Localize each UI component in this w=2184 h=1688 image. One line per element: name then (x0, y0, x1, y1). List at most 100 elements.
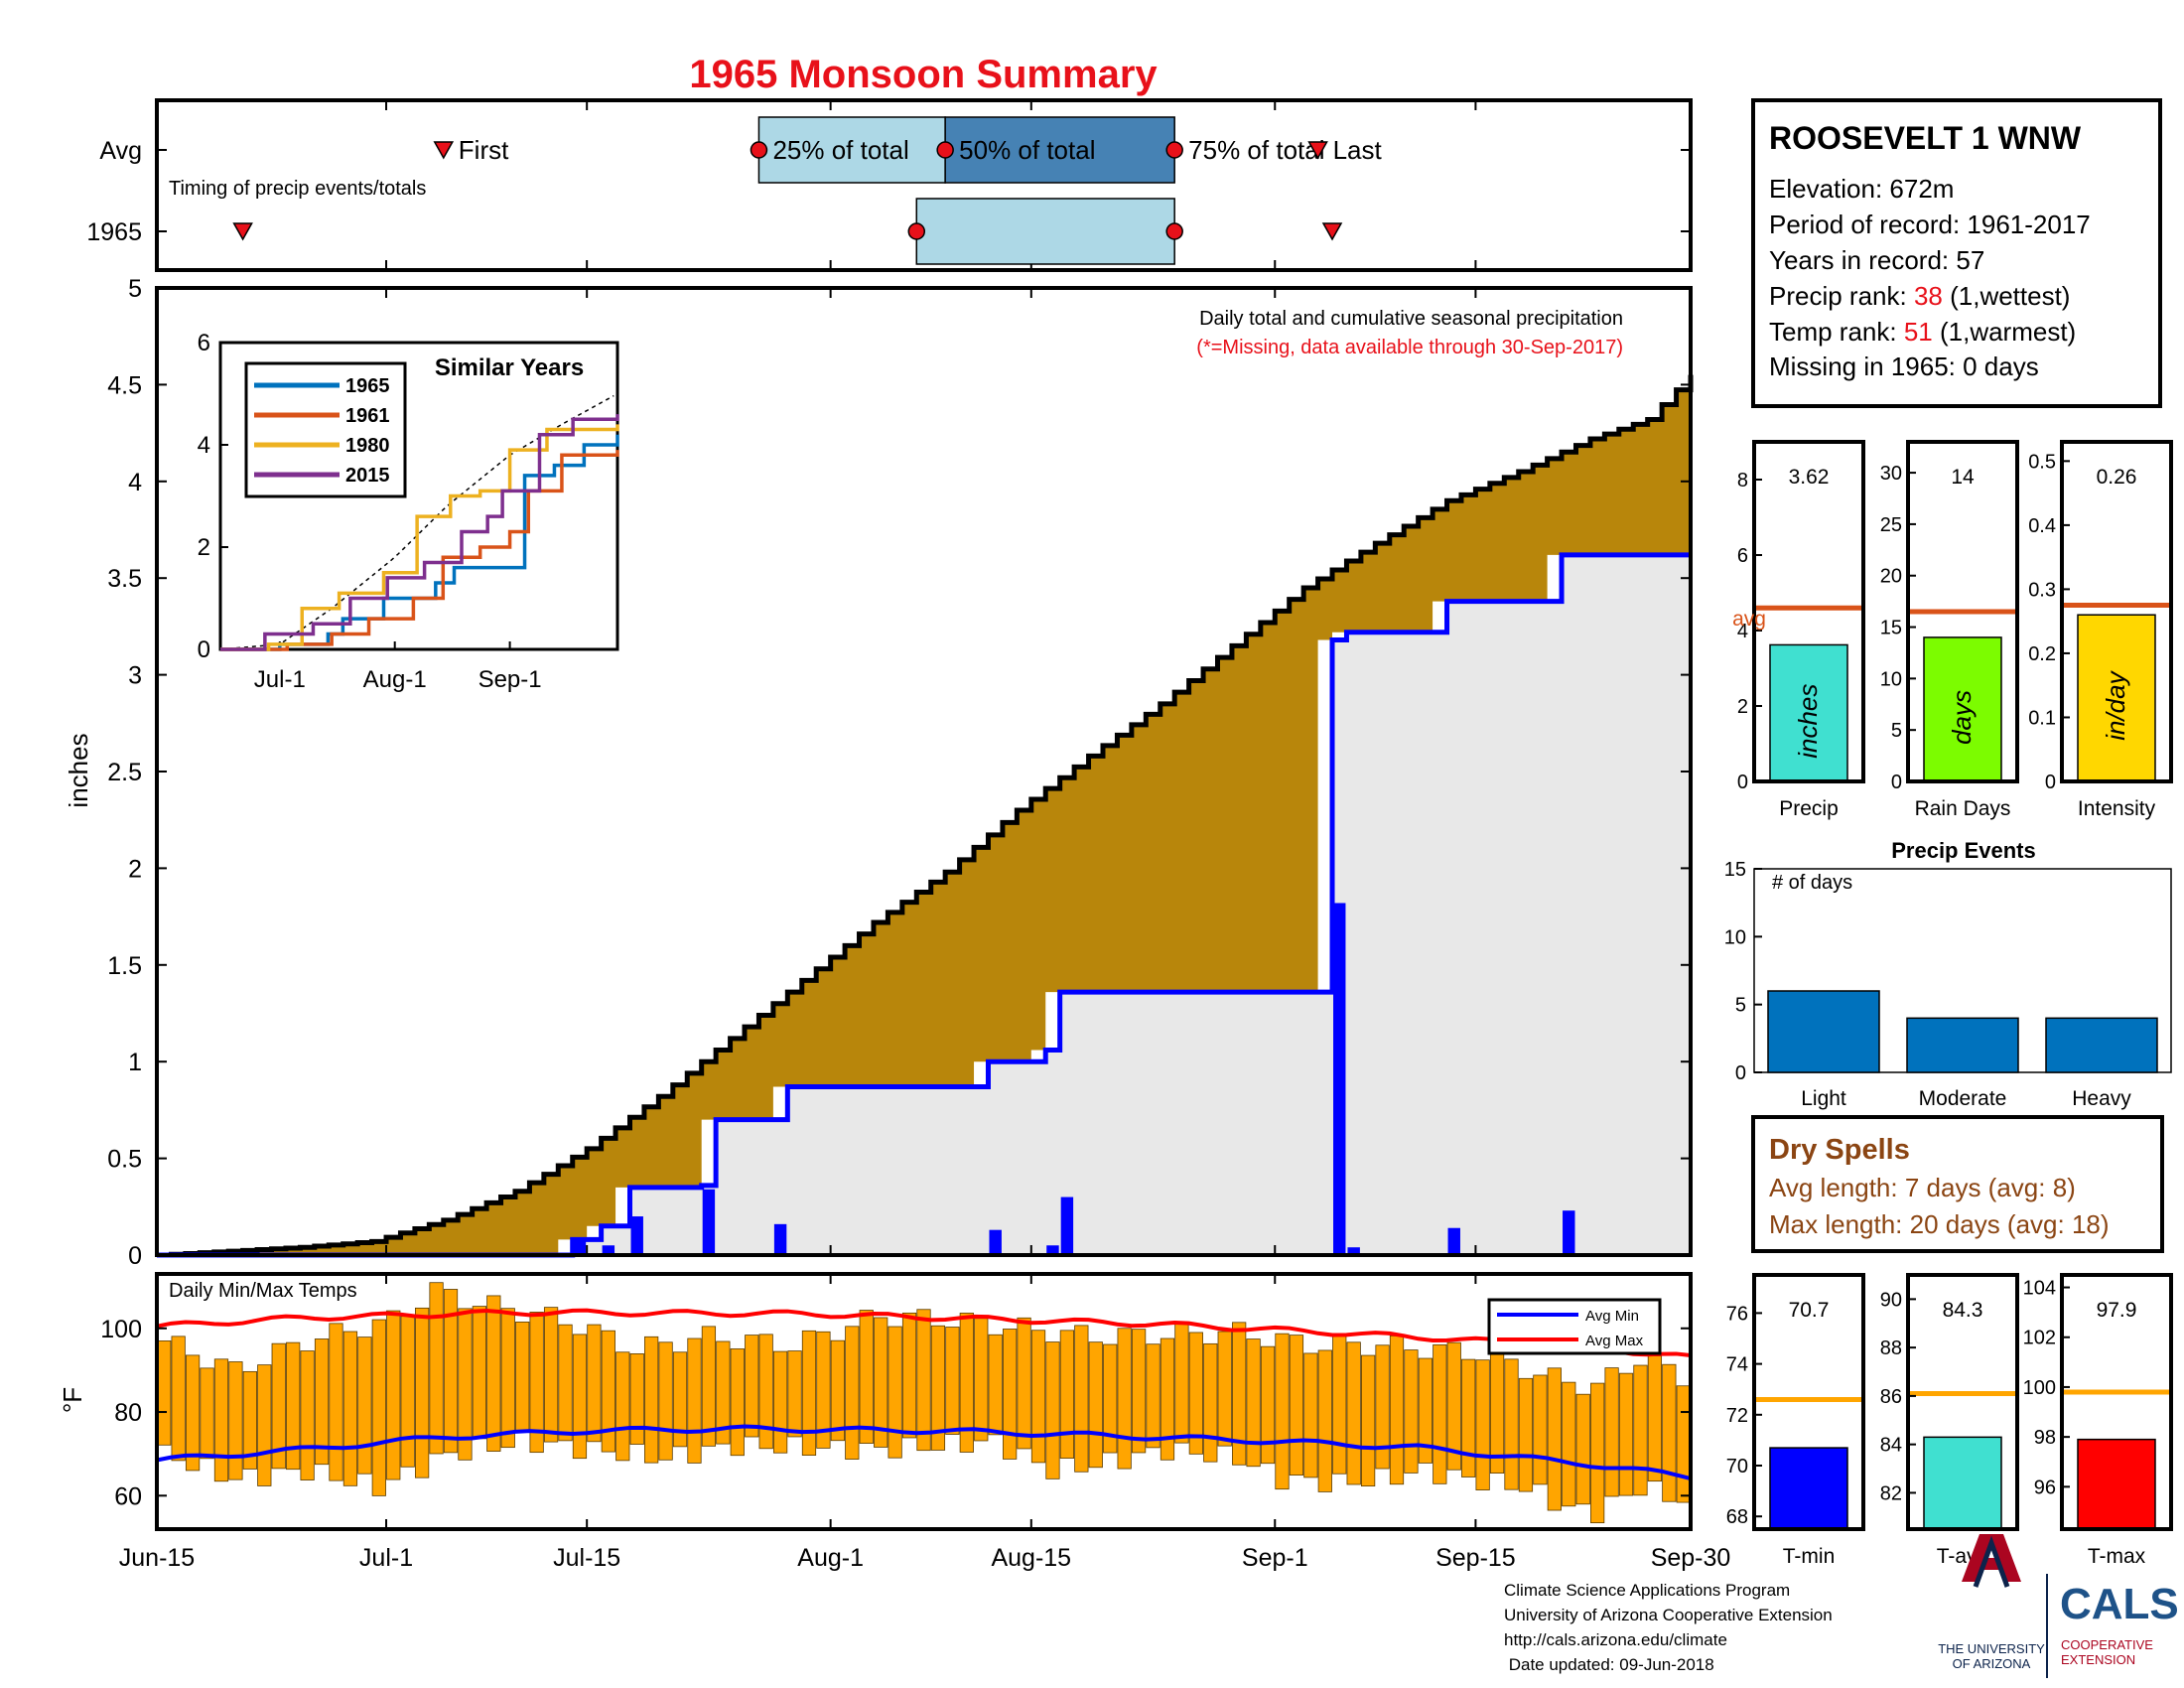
temp-range-bar (629, 1353, 644, 1445)
temp-range-bar (286, 1341, 301, 1471)
temp-range-bar (1289, 1335, 1304, 1476)
temp-range-bar (171, 1336, 186, 1462)
precip-stat-avg-label: avg (1732, 608, 1766, 631)
precip-ytick-label: 3 (128, 662, 142, 690)
avg-last-label: Last (1333, 135, 1383, 165)
raindays-stat-ytick-label: 30 (1880, 463, 1902, 485)
tmax-stat-bar (2077, 1438, 2156, 1530)
dry-spells-title: Dry Spells (1769, 1134, 1910, 1166)
temp-range-bar (801, 1330, 817, 1456)
legend-avg-max-label: Avg Max (1585, 1333, 1644, 1349)
footer-line3: http://cals.arizona.edu/climate (1504, 1630, 1727, 1649)
daily-precip-bar (1046, 1245, 1059, 1255)
raindays-stat-label: Rain Days (1915, 797, 2011, 820)
date-tick-label: Sep-15 (1435, 1544, 1516, 1572)
temp-range-bar (687, 1337, 702, 1464)
temp-range-bar (429, 1282, 444, 1455)
temp-range-bar (859, 1310, 874, 1444)
temp-range-bar (1433, 1343, 1447, 1484)
temp-range-bar (1317, 1349, 1332, 1492)
temp-range-bar (400, 1316, 415, 1468)
raindays-stat-ytick-label: 5 (1891, 720, 1902, 742)
inset-series-line (220, 450, 619, 651)
temp-range-bar (830, 1339, 845, 1442)
raindays-stat-ytick-label: 15 (1880, 618, 1902, 639)
avg-q25-marker (750, 141, 768, 159)
avg-q75-marker (1165, 141, 1183, 159)
inset-ytick-label: 0 (198, 636, 210, 663)
station-temp-rank: Temp rank: 51 (1,warmest) (1769, 317, 2076, 347)
temp-range-bar (314, 1338, 330, 1466)
intensity-stat-ytick-label: 0 (2045, 772, 2056, 793)
temp-range-bar (1360, 1354, 1376, 1487)
station-missing: Missing in 1965: 0 days (1769, 352, 2039, 381)
precip-missing-note: (*=Missing, data available through 30-Se… (1196, 337, 1623, 358)
temp-range-bar (257, 1364, 272, 1486)
temp-range-bar (1232, 1322, 1247, 1466)
temp-range-bar (1346, 1341, 1361, 1485)
tmin-stat-ytick-label: 70 (1726, 1456, 1748, 1477)
temp-range-bar (529, 1312, 544, 1454)
avg-q25-label: 25% of total (772, 135, 908, 165)
temp-range-bar (1260, 1345, 1276, 1465)
intensity-stat-value: 0.26 (2097, 466, 2137, 489)
events-sublabel: # of days (1772, 872, 1852, 894)
temp-range-bar (1475, 1359, 1490, 1490)
tmin-stat-label: T-min (1783, 1545, 1836, 1568)
temp-range-bar (1662, 1363, 1677, 1502)
cumulative-1965-line (157, 552, 1691, 1258)
temp-range-bar (988, 1334, 1003, 1436)
station-period: Period of record: 1961-2017 (1769, 210, 2091, 239)
raindays-stat-value: 14 (1951, 466, 1975, 489)
daily-precip-bar (1347, 1247, 1360, 1255)
avg-min-temp-line (156, 1424, 1692, 1481)
precip-stat-label: Precip (1779, 797, 1839, 820)
daily-precip-bar (573, 1241, 587, 1255)
inset-legend-label: 1980 (345, 435, 390, 457)
event-bar (1767, 990, 1880, 1073)
temp-range-bar (558, 1324, 573, 1442)
temp-range-bar (1461, 1358, 1476, 1477)
tavg-stat-ytick-label: 90 (1880, 1289, 1902, 1311)
events-ytick-label: 10 (1724, 926, 1746, 948)
temp-range-bar (716, 1340, 731, 1445)
raindays-stat-ytick-label: 25 (1880, 514, 1902, 536)
precip-surplus-area (157, 374, 1691, 1255)
temps-caption: Daily Min/Max Temps (169, 1280, 357, 1302)
daily-precip-bar (1060, 1196, 1074, 1255)
inset-legend-label: 1965 (345, 375, 390, 397)
temp-range-bar (959, 1313, 974, 1453)
daily-precip-bar (702, 1189, 716, 1255)
temp-range-bar (1332, 1335, 1347, 1475)
precip-ytick-label: 3.5 (107, 565, 142, 593)
temp-range-bar (974, 1318, 989, 1442)
legend-avg-min-label: Avg Min (1585, 1308, 1639, 1325)
temp-range-bar (672, 1351, 688, 1448)
station-elevation: Elevation: 672m (1769, 174, 1954, 204)
temp-range-bar (787, 1350, 802, 1438)
tavg-stat-frame (1906, 1273, 2019, 1531)
precip-ytick-label: 4.5 (107, 371, 142, 399)
footer-line4: Date updated: 09-Jun-2018 (1504, 1655, 1714, 1674)
temp-range-bar (415, 1307, 430, 1478)
tavg-stat-value: 84.3 (1943, 1299, 1983, 1322)
year-q50-marker (907, 222, 926, 240)
intensity-stat-ytick-label: 0.1 (2028, 707, 2056, 729)
temp-range-bar (1088, 1341, 1103, 1469)
temp-range-bar (1174, 1324, 1189, 1444)
avg-first-label: First (459, 135, 509, 165)
temp-range-bar (1590, 1382, 1605, 1524)
temp-range-bar (1633, 1364, 1648, 1496)
temp-range-bar (730, 1348, 745, 1457)
station-years: Years in record: 57 (1769, 245, 1984, 275)
events-ytick-label: 15 (1724, 859, 1746, 881)
temp-range-bar (874, 1317, 888, 1448)
temp-range-bar (1030, 1330, 1046, 1464)
temp-range-bar (1217, 1331, 1232, 1447)
temp-range-bar (1246, 1338, 1261, 1468)
events-title: Precip Events (1891, 838, 2036, 863)
year-q75-marker (1165, 222, 1183, 240)
tavg-stat-ytick-label: 86 (1880, 1386, 1902, 1408)
temp-range-bar (200, 1367, 214, 1460)
temp-range-bar (443, 1289, 459, 1454)
